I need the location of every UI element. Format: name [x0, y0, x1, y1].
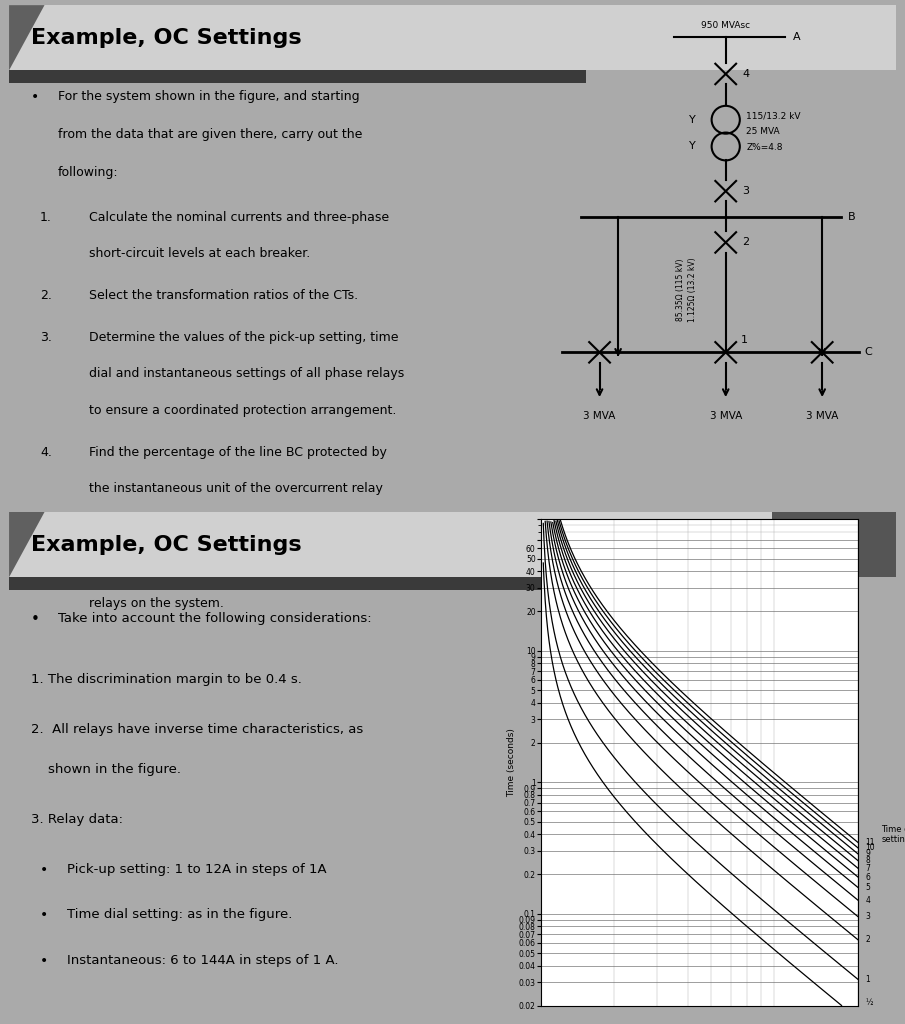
Y-axis label: Time (seconds): Time (seconds): [507, 728, 516, 797]
Text: 9: 9: [865, 849, 871, 858]
Text: Draw the time/current characteristics of the: Draw the time/current characteristics of…: [89, 560, 365, 573]
Text: 85.35Ω (115 kV)
1.125Ω (13.2 kV): 85.35Ω (115 kV) 1.125Ω (13.2 kV): [676, 258, 697, 323]
Text: Determine the values of the pick-up setting, time: Determine the values of the pick-up sett…: [89, 331, 398, 344]
Text: 8: 8: [865, 856, 871, 865]
Bar: [9, 578, 586, 590]
Text: 3 MVA: 3 MVA: [584, 411, 615, 421]
Text: 3 MVA: 3 MVA: [710, 411, 742, 421]
Text: •: •: [40, 863, 48, 878]
Text: following:: following:: [58, 166, 119, 178]
Text: dial and instantaneous settings of all phase relays: dial and instantaneous settings of all p…: [89, 368, 405, 380]
Text: 4: 4: [742, 69, 749, 79]
Text: 5.: 5.: [40, 560, 52, 573]
Text: 2.  All relays have inverse time characteristics, as: 2. All relays have inverse time characte…: [31, 723, 364, 735]
Polygon shape: [9, 512, 44, 578]
Text: Time dial
setting: Time dial setting: [881, 824, 905, 844]
Text: 25 MVA: 25 MVA: [746, 127, 780, 136]
Text: 1: 1: [740, 335, 748, 344]
Text: 11: 11: [865, 838, 875, 847]
Text: •: •: [40, 908, 48, 923]
Text: Z%=4.8: Z%=4.8: [746, 143, 783, 153]
Text: Y: Y: [690, 115, 696, 125]
Text: short-circuit levels at each breaker.: short-circuit levels at each breaker.: [89, 248, 310, 260]
Text: Pick-up setting: 1 to 12A in steps of 1A: Pick-up setting: 1 to 12A in steps of 1A: [67, 863, 327, 877]
Text: Calculate the nominal currents and three-phase: Calculate the nominal currents and three…: [89, 211, 389, 224]
Text: to ensure a coordinated protection arrangement.: to ensure a coordinated protection arran…: [89, 404, 396, 417]
Bar: [772, 512, 896, 578]
Text: 3. Relay data:: 3. Relay data:: [31, 813, 123, 826]
Text: •: •: [40, 953, 48, 968]
Bar: [9, 71, 586, 83]
Text: 3: 3: [865, 912, 871, 922]
Text: 4: 4: [865, 896, 871, 904]
Text: A: A: [793, 33, 800, 42]
Text: Example, OC Settings: Example, OC Settings: [31, 535, 302, 555]
Text: Select the transformation ratios of the CTs.: Select the transformation ratios of the …: [89, 289, 358, 302]
Text: relays on the system.: relays on the system.: [89, 597, 224, 610]
Bar: [9, 5, 896, 71]
Text: 3 MVA: 3 MVA: [806, 411, 838, 421]
Text: Instantaneous: 6 to 144A in steps of 1 A.: Instantaneous: 6 to 144A in steps of 1 A…: [67, 953, 338, 967]
Text: 115/13.2 kV: 115/13.2 kV: [746, 112, 801, 121]
Text: ½: ½: [865, 998, 873, 1008]
Text: Y: Y: [690, 141, 696, 152]
Text: the instantaneous unit of the overcurrent relay: the instantaneous unit of the overcurren…: [89, 482, 383, 496]
Text: For the system shown in the figure, and starting: For the system shown in the figure, and …: [58, 90, 359, 103]
Text: from the data that are given there, carry out the: from the data that are given there, carr…: [58, 128, 362, 141]
Text: 6: 6: [865, 872, 871, 882]
Text: 2.: 2.: [40, 289, 52, 302]
Polygon shape: [9, 5, 44, 71]
Text: 10: 10: [865, 844, 875, 852]
Text: shown in the figure.: shown in the figure.: [31, 763, 181, 776]
Text: 1. The discrimination margin to be 0.4 s.: 1. The discrimination margin to be 0.4 s…: [31, 673, 302, 685]
Text: associated with breaker 2.: associated with breaker 2.: [89, 519, 254, 531]
Text: 5: 5: [865, 883, 871, 892]
Text: B: B: [848, 212, 856, 222]
Text: 4.: 4.: [40, 445, 52, 459]
Text: 2: 2: [742, 238, 749, 248]
Text: 2: 2: [865, 935, 871, 944]
Bar: [9, 512, 896, 578]
Text: 3.: 3.: [40, 331, 52, 344]
Text: •: •: [31, 90, 40, 104]
Text: 1.: 1.: [40, 211, 52, 224]
Text: 3: 3: [742, 186, 749, 197]
Text: 950 MVAsc: 950 MVAsc: [701, 22, 750, 30]
Text: C: C: [865, 347, 872, 357]
Text: Find the percentage of the line BC protected by: Find the percentage of the line BC prote…: [89, 445, 386, 459]
Text: 1: 1: [865, 975, 871, 984]
Text: Example, OC Settings: Example, OC Settings: [31, 28, 302, 48]
Text: 7: 7: [865, 863, 871, 872]
Text: •: •: [31, 612, 40, 628]
Text: Time dial setting: as in the figure.: Time dial setting: as in the figure.: [67, 908, 292, 922]
Text: Take into account the following considerations:: Take into account the following consider…: [58, 612, 371, 626]
